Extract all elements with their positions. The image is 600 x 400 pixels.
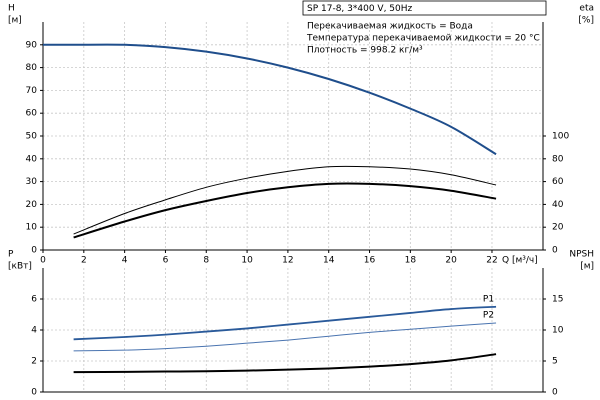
y-tick-label: 90 — [26, 40, 38, 50]
annotation: Плотность = 998.2 кг/м³ — [307, 46, 423, 56]
y-tick-label: 80 — [26, 63, 38, 73]
x-axis-label: Q [м³/ч] — [502, 256, 538, 266]
y2-tick-label: 20 — [552, 223, 564, 233]
curve — [73, 165, 497, 235]
y-tick-label: 4 — [31, 326, 37, 336]
y2-tick-label: 0 — [552, 246, 558, 256]
y-tick-label: 6 — [31, 295, 37, 305]
x-tick-label: 4 — [122, 256, 128, 266]
y-tick-label: 60 — [26, 109, 38, 119]
x-tick-label: 12 — [282, 256, 293, 266]
y-tick-label: 70 — [26, 86, 38, 96]
x-tick-label: 18 — [405, 256, 417, 266]
y2-tick-label: 60 — [552, 177, 564, 187]
y2-tick-label: 0 — [552, 388, 558, 398]
series-label: P1 — [483, 294, 494, 304]
model-box — [302, 0, 547, 16]
y2-tick-label: 15 — [552, 295, 563, 305]
y2-axis-label: [м] — [580, 262, 594, 272]
y2-tick-label: 5 — [552, 357, 558, 367]
x-tick-label: 0 — [40, 256, 46, 266]
annotation: Перекачиваемая жидкость = Вода — [307, 22, 473, 32]
x-tick-label: 10 — [241, 256, 253, 266]
curve — [73, 353, 497, 374]
y-tick-label: 30 — [26, 177, 38, 187]
y-axis-label: [кВт] — [8, 262, 32, 272]
y2-tick-label: 40 — [552, 200, 564, 210]
y2-axis-label: eta — [579, 4, 594, 14]
y2-axis-label: [%] — [578, 16, 594, 26]
y2-tick-label: 80 — [552, 154, 564, 164]
curve — [73, 182, 497, 239]
y-tick-label: 10 — [26, 223, 38, 233]
y-tick-label: 40 — [26, 154, 38, 164]
y2-tick-label: 100 — [552, 132, 569, 142]
x-tick-label: 20 — [445, 256, 457, 266]
y-tick-label: 50 — [26, 132, 38, 142]
x-tick-label: 14 — [323, 256, 335, 266]
x-tick-label: 8 — [203, 256, 209, 266]
y2-axis-label: NPSH — [569, 250, 594, 260]
y2-tick-label: 10 — [552, 326, 564, 336]
y-tick-label: 20 — [26, 200, 38, 210]
x-tick-label: 22 — [486, 256, 497, 266]
curve — [73, 305, 497, 341]
y-axis-label: [м] — [8, 16, 22, 26]
y-tick-label: 2 — [31, 357, 37, 367]
y-tick-label: 0 — [31, 246, 37, 256]
series-label: P2 — [483, 311, 494, 321]
annotation: Температура перекачиваемой жидкости = 20… — [306, 34, 540, 44]
x-tick-label: 2 — [81, 256, 87, 266]
y-axis-label: P — [8, 250, 14, 260]
curve — [43, 43, 497, 156]
y-tick-label: 0 — [31, 388, 37, 398]
x-tick-label: 16 — [364, 256, 376, 266]
y-axis-label: H — [8, 4, 15, 14]
model-label: SP 17-8, 3*400 V, 50Hz — [307, 4, 413, 14]
curve — [73, 322, 497, 352]
x-tick-label: 6 — [163, 256, 169, 266]
